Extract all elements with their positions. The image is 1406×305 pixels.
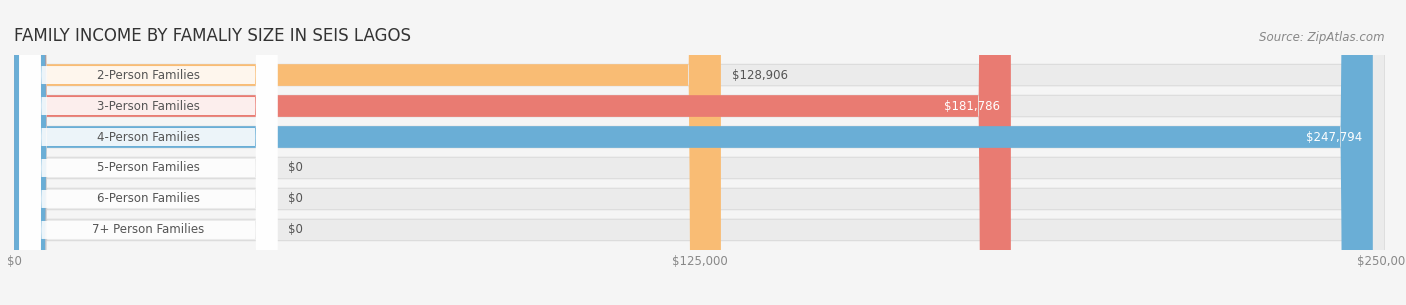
Text: Source: ZipAtlas.com: Source: ZipAtlas.com (1260, 31, 1385, 44)
Text: FAMILY INCOME BY FAMALIY SIZE IN SEIS LAGOS: FAMILY INCOME BY FAMALIY SIZE IN SEIS LA… (14, 27, 411, 45)
Text: $181,786: $181,786 (943, 99, 1000, 113)
Text: 3-Person Families: 3-Person Families (97, 99, 200, 113)
Text: $0: $0 (288, 161, 304, 174)
FancyBboxPatch shape (14, 0, 1011, 305)
FancyBboxPatch shape (20, 0, 277, 305)
FancyBboxPatch shape (20, 0, 277, 305)
FancyBboxPatch shape (14, 0, 721, 305)
FancyBboxPatch shape (14, 0, 1385, 305)
FancyBboxPatch shape (14, 0, 1385, 305)
Text: 4-Person Families: 4-Person Families (97, 131, 200, 144)
FancyBboxPatch shape (14, 0, 1385, 305)
Text: 2-Person Families: 2-Person Families (97, 69, 200, 81)
FancyBboxPatch shape (14, 0, 1385, 305)
FancyBboxPatch shape (14, 0, 1385, 305)
FancyBboxPatch shape (20, 0, 277, 305)
FancyBboxPatch shape (20, 0, 277, 305)
Text: $0: $0 (288, 224, 304, 236)
Text: 6-Person Families: 6-Person Families (97, 192, 200, 206)
Text: 7+ Person Families: 7+ Person Families (93, 224, 204, 236)
Text: $247,794: $247,794 (1306, 131, 1362, 144)
FancyBboxPatch shape (14, 0, 1372, 305)
FancyBboxPatch shape (14, 0, 1385, 305)
FancyBboxPatch shape (20, 0, 277, 305)
Text: $0: $0 (288, 192, 304, 206)
Text: $128,906: $128,906 (733, 69, 787, 81)
Text: 5-Person Families: 5-Person Families (97, 161, 200, 174)
FancyBboxPatch shape (20, 0, 277, 305)
